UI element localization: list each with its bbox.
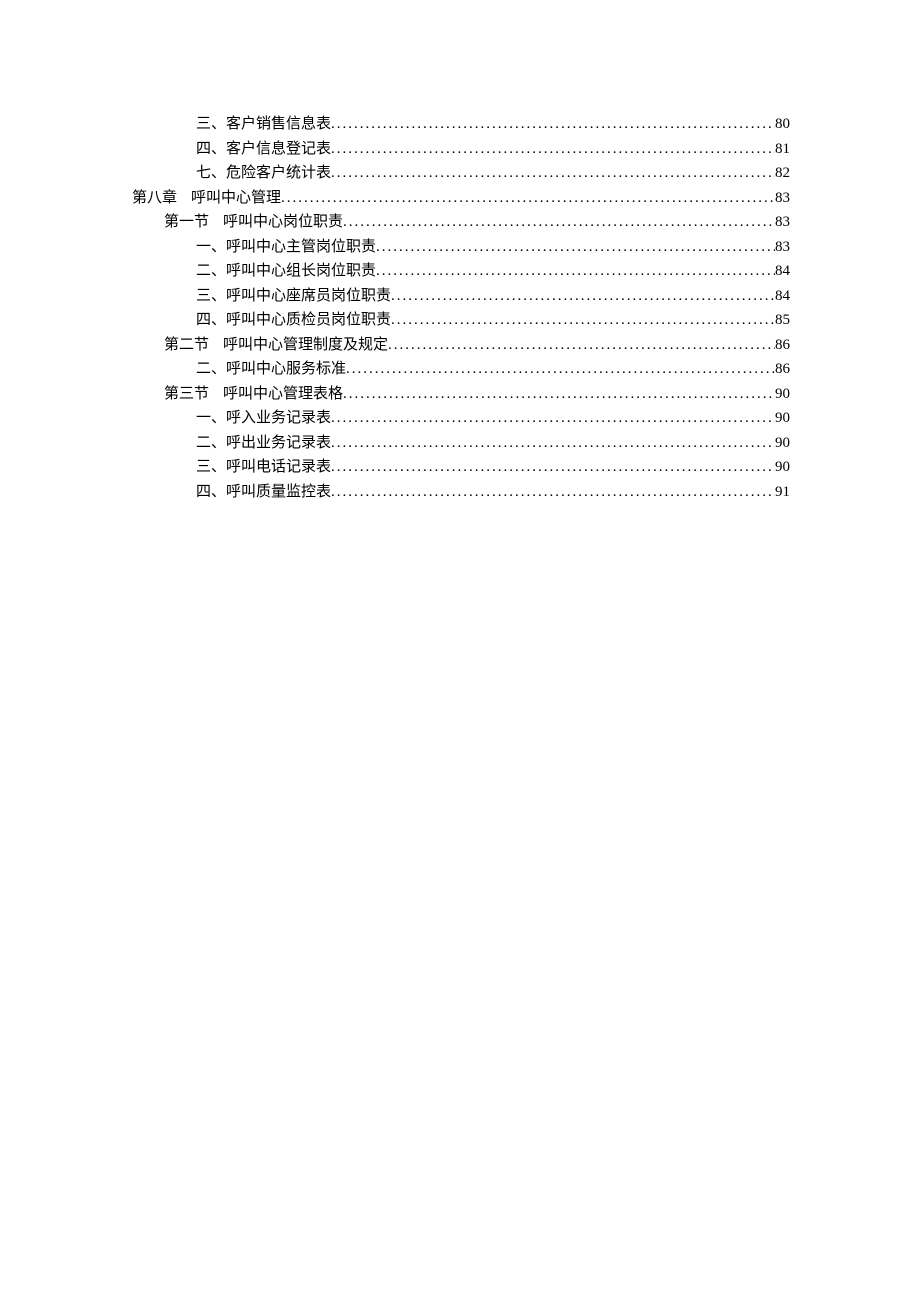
toc-entry-prefix: 二、 — [196, 259, 226, 284]
toc-entry: 二、呼叫中心组长岗位职责 84 — [132, 259, 790, 284]
toc-entry-prefix: 二、 — [196, 431, 226, 456]
toc-entry-prefix: 四、 — [196, 137, 226, 162]
toc-entry: 三、客户销售信息表 80 — [132, 112, 790, 137]
toc-entry-title: 呼叫中心管理 — [191, 186, 281, 211]
toc-entry-title: 呼叫中心座席员岗位职责 — [226, 284, 391, 309]
toc-entry-title: 呼叫中心岗位职责 — [223, 210, 343, 235]
toc-entry-title: 呼叫中心服务标准 — [226, 357, 346, 382]
toc-leader-dots — [346, 357, 775, 382]
toc-entry-page: 82 — [775, 161, 790, 186]
toc-leader-dots — [331, 431, 775, 456]
toc-entry-page: 86 — [775, 357, 790, 382]
toc-entry: 三、呼叫电话记录表 90 — [132, 455, 790, 480]
toc-entry-prefix: 三、 — [196, 455, 226, 480]
toc-entry-title: 危险客户统计表 — [226, 161, 331, 186]
toc-leader-dots — [376, 235, 775, 260]
toc-entry: 三、呼叫中心座席员岗位职责 84 — [132, 284, 790, 309]
toc-entry: 四、客户信息登记表 81 — [132, 137, 790, 162]
toc-entry: 一、呼叫中心主管岗位职责 83 — [132, 235, 790, 260]
toc-leader-dots — [331, 406, 775, 431]
toc-entry-prefix: 四、 — [196, 308, 226, 333]
toc-entry: 第八章呼叫中心管理 83 — [132, 186, 790, 211]
toc-entry: 二、呼出业务记录表 90 — [132, 431, 790, 456]
toc-entry-page: 81 — [775, 137, 790, 162]
toc-entry-title: 呼叫质量监控表 — [226, 480, 331, 505]
toc-entry-prefix: 三、 — [196, 112, 226, 137]
table-of-contents: 三、客户销售信息表80四、客户信息登记表81七、危险客户统计表82第八章呼叫中心… — [132, 112, 790, 504]
toc-leader-dots — [331, 480, 775, 505]
toc-entry-prefix: 第八章 — [132, 186, 177, 211]
toc-entry-page: 80 — [775, 112, 790, 137]
toc-entry-prefix: 二、 — [196, 357, 226, 382]
toc-entry-page: 84 — [775, 284, 790, 309]
toc-entry-page: 83 — [775, 210, 790, 235]
toc-entry-page: 91 — [775, 480, 790, 505]
toc-leader-dots — [343, 210, 775, 235]
toc-entry: 七、危险客户统计表 82 — [132, 161, 790, 186]
toc-entry-page: 85 — [775, 308, 790, 333]
toc-entry-title: 客户信息登记表 — [226, 137, 331, 162]
toc-entry: 四、呼叫中心质检员岗位职责 85 — [132, 308, 790, 333]
toc-entry-title: 呼叫中心管理制度及规定 — [223, 333, 388, 358]
toc-entry-page: 84 — [775, 259, 790, 284]
toc-entry-page: 83 — [775, 235, 790, 260]
toc-entry-title: 呼入业务记录表 — [226, 406, 331, 431]
toc-entry: 四、呼叫质量监控表 91 — [132, 480, 790, 505]
toc-entry: 第三节呼叫中心管理表格 90 — [132, 382, 790, 407]
toc-entry: 一、呼入业务记录表 90 — [132, 406, 790, 431]
toc-entry-prefix: 第一节 — [164, 210, 209, 235]
toc-leader-dots — [388, 333, 775, 358]
toc-entry-prefix: 第三节 — [164, 382, 209, 407]
toc-entry-page: 83 — [775, 186, 790, 211]
toc-entry-page: 90 — [775, 406, 790, 431]
toc-entry-prefix: 三、 — [196, 284, 226, 309]
toc-entry: 第一节呼叫中心岗位职责 83 — [132, 210, 790, 235]
toc-entry: 二、呼叫中心服务标准 86 — [132, 357, 790, 382]
toc-entry-prefix: 一、 — [196, 235, 226, 260]
toc-entry-title: 客户销售信息表 — [226, 112, 331, 137]
toc-leader-dots — [331, 455, 775, 480]
toc-entry-title: 呼叫中心管理表格 — [223, 382, 343, 407]
toc-entry-prefix: 四、 — [196, 480, 226, 505]
toc-entry-title: 呼叫中心主管岗位职责 — [226, 235, 376, 260]
toc-entry-prefix: 一、 — [196, 406, 226, 431]
toc-leader-dots — [343, 382, 775, 407]
toc-entry-prefix: 第二节 — [164, 333, 209, 358]
toc-leader-dots — [376, 259, 775, 284]
toc-leader-dots — [391, 308, 775, 333]
toc-entry-page: 90 — [775, 431, 790, 456]
toc-entry-page: 86 — [775, 333, 790, 358]
toc-leader-dots — [331, 161, 775, 186]
toc-entry-title: 呼叫中心组长岗位职责 — [226, 259, 376, 284]
toc-entry: 第二节呼叫中心管理制度及规定 86 — [132, 333, 790, 358]
toc-leader-dots — [331, 112, 775, 137]
toc-entry-page: 90 — [775, 382, 790, 407]
toc-entry-page: 90 — [775, 455, 790, 480]
toc-entry-title: 呼叫中心质检员岗位职责 — [226, 308, 391, 333]
toc-entry-prefix: 七、 — [196, 161, 226, 186]
toc-entry-title: 呼叫电话记录表 — [226, 455, 331, 480]
toc-leader-dots — [391, 284, 775, 309]
toc-leader-dots — [331, 137, 775, 162]
toc-leader-dots — [281, 186, 775, 211]
toc-entry-title: 呼出业务记录表 — [226, 431, 331, 456]
